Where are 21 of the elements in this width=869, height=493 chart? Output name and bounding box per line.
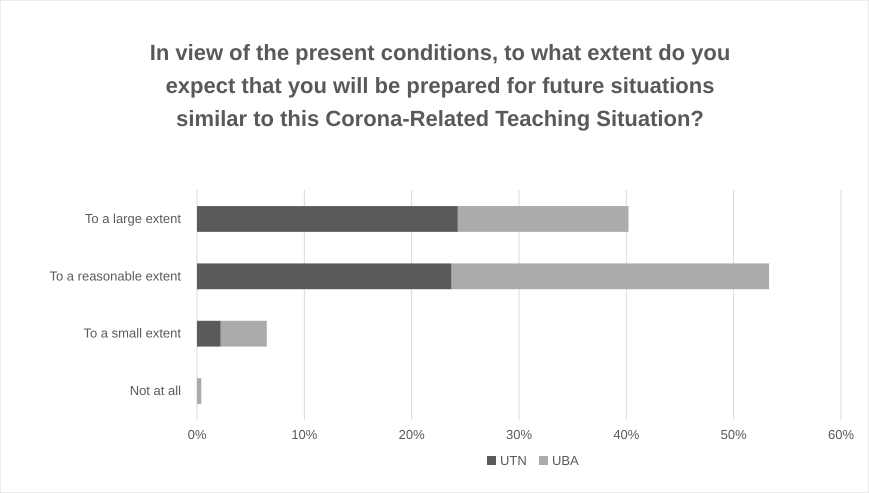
chart-title: In view of the present conditions, to what extent do you expect that you will be prepared for future situations similar to this Corona-Related Teaching Situation? (150, 40, 730, 131)
x-tick-label: 50% (720, 427, 748, 442)
bar (197, 206, 458, 232)
bar (197, 378, 202, 404)
y-tick-label: To a large extent (84, 210, 182, 226)
y-tick-label: To a small extent (83, 326, 182, 341)
bar (458, 206, 628, 232)
bar (220, 320, 267, 347)
x-tick-label: 10% (291, 427, 318, 442)
bar (197, 320, 221, 347)
legend-label: UTN (500, 453, 527, 468)
x-tick-label: 20% (398, 427, 426, 442)
x-tick-label: 0% (188, 427, 207, 442)
y-tick-label: To a reasonable extent (49, 268, 182, 284)
bar (451, 263, 770, 290)
x-tick-label: 40% (613, 427, 640, 442)
legend-label: UBA (552, 453, 580, 468)
y-tick-label: Not at all (130, 383, 182, 398)
x-tick-label: 30% (506, 427, 532, 442)
bar (197, 263, 452, 290)
x-tick-label: 60% (828, 427, 854, 442)
